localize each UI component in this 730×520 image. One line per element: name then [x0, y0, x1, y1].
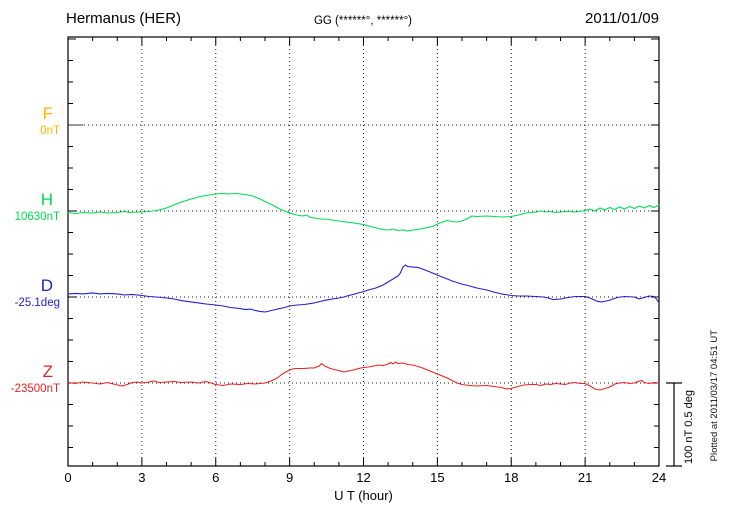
channel-letter-F: F — [42, 104, 53, 123]
channel-label-Z: Z -23500nT — [0, 363, 60, 396]
x-tick-label-18: 18 — [504, 470, 519, 485]
trace-H — [67, 192, 660, 232]
x-tick-label-21: 21 — [577, 470, 593, 485]
x-axis-title: U T (hour) — [334, 488, 393, 503]
channel-baseline-value-D: -25.1deg — [14, 297, 60, 309]
scale-bar-labels: 100 nT 0.5 deg — [683, 390, 696, 464]
channel-letter-H: H — [40, 190, 53, 209]
channel-label-D: D -25.1deg — [0, 277, 60, 310]
x-tick-label-0: 0 — [64, 470, 72, 485]
x-tick-label-9: 9 — [286, 470, 294, 485]
date-label: 2011/01/09 — [585, 10, 659, 27]
x-tick-label-12: 12 — [356, 470, 371, 485]
x-tick-label-3: 3 — [138, 470, 146, 485]
channel-letter-Z: Z — [42, 362, 53, 381]
trace-Z — [67, 361, 660, 391]
plotted-at-timestamp: Plotted at 2011/03/17 04:51 UT — [709, 330, 720, 462]
x-tick-label-24: 24 — [651, 470, 667, 485]
geographic-coords-label: GG (******°, ******°) — [313, 15, 413, 27]
channel-label-H: H 10630nT — [0, 191, 60, 224]
channel-letter-D: D — [40, 276, 53, 295]
trace-D — [67, 264, 660, 313]
scale-bar-label-deg: 0.5 deg — [683, 390, 695, 427]
channel-baseline-value-F: 0nT — [40, 125, 60, 137]
scale-bar-label-nt: 100 nT — [683, 429, 695, 465]
x-tick-label-6: 6 — [212, 470, 220, 485]
station-title: Hermanus (HER) — [66, 10, 182, 27]
channel-baseline-value-H: 10630nT — [14, 211, 60, 223]
channel-baseline-value-Z: -23500nT — [10, 383, 60, 395]
x-tick-label-15: 15 — [430, 470, 445, 485]
channel-label-F: F 0nT — [0, 105, 60, 138]
